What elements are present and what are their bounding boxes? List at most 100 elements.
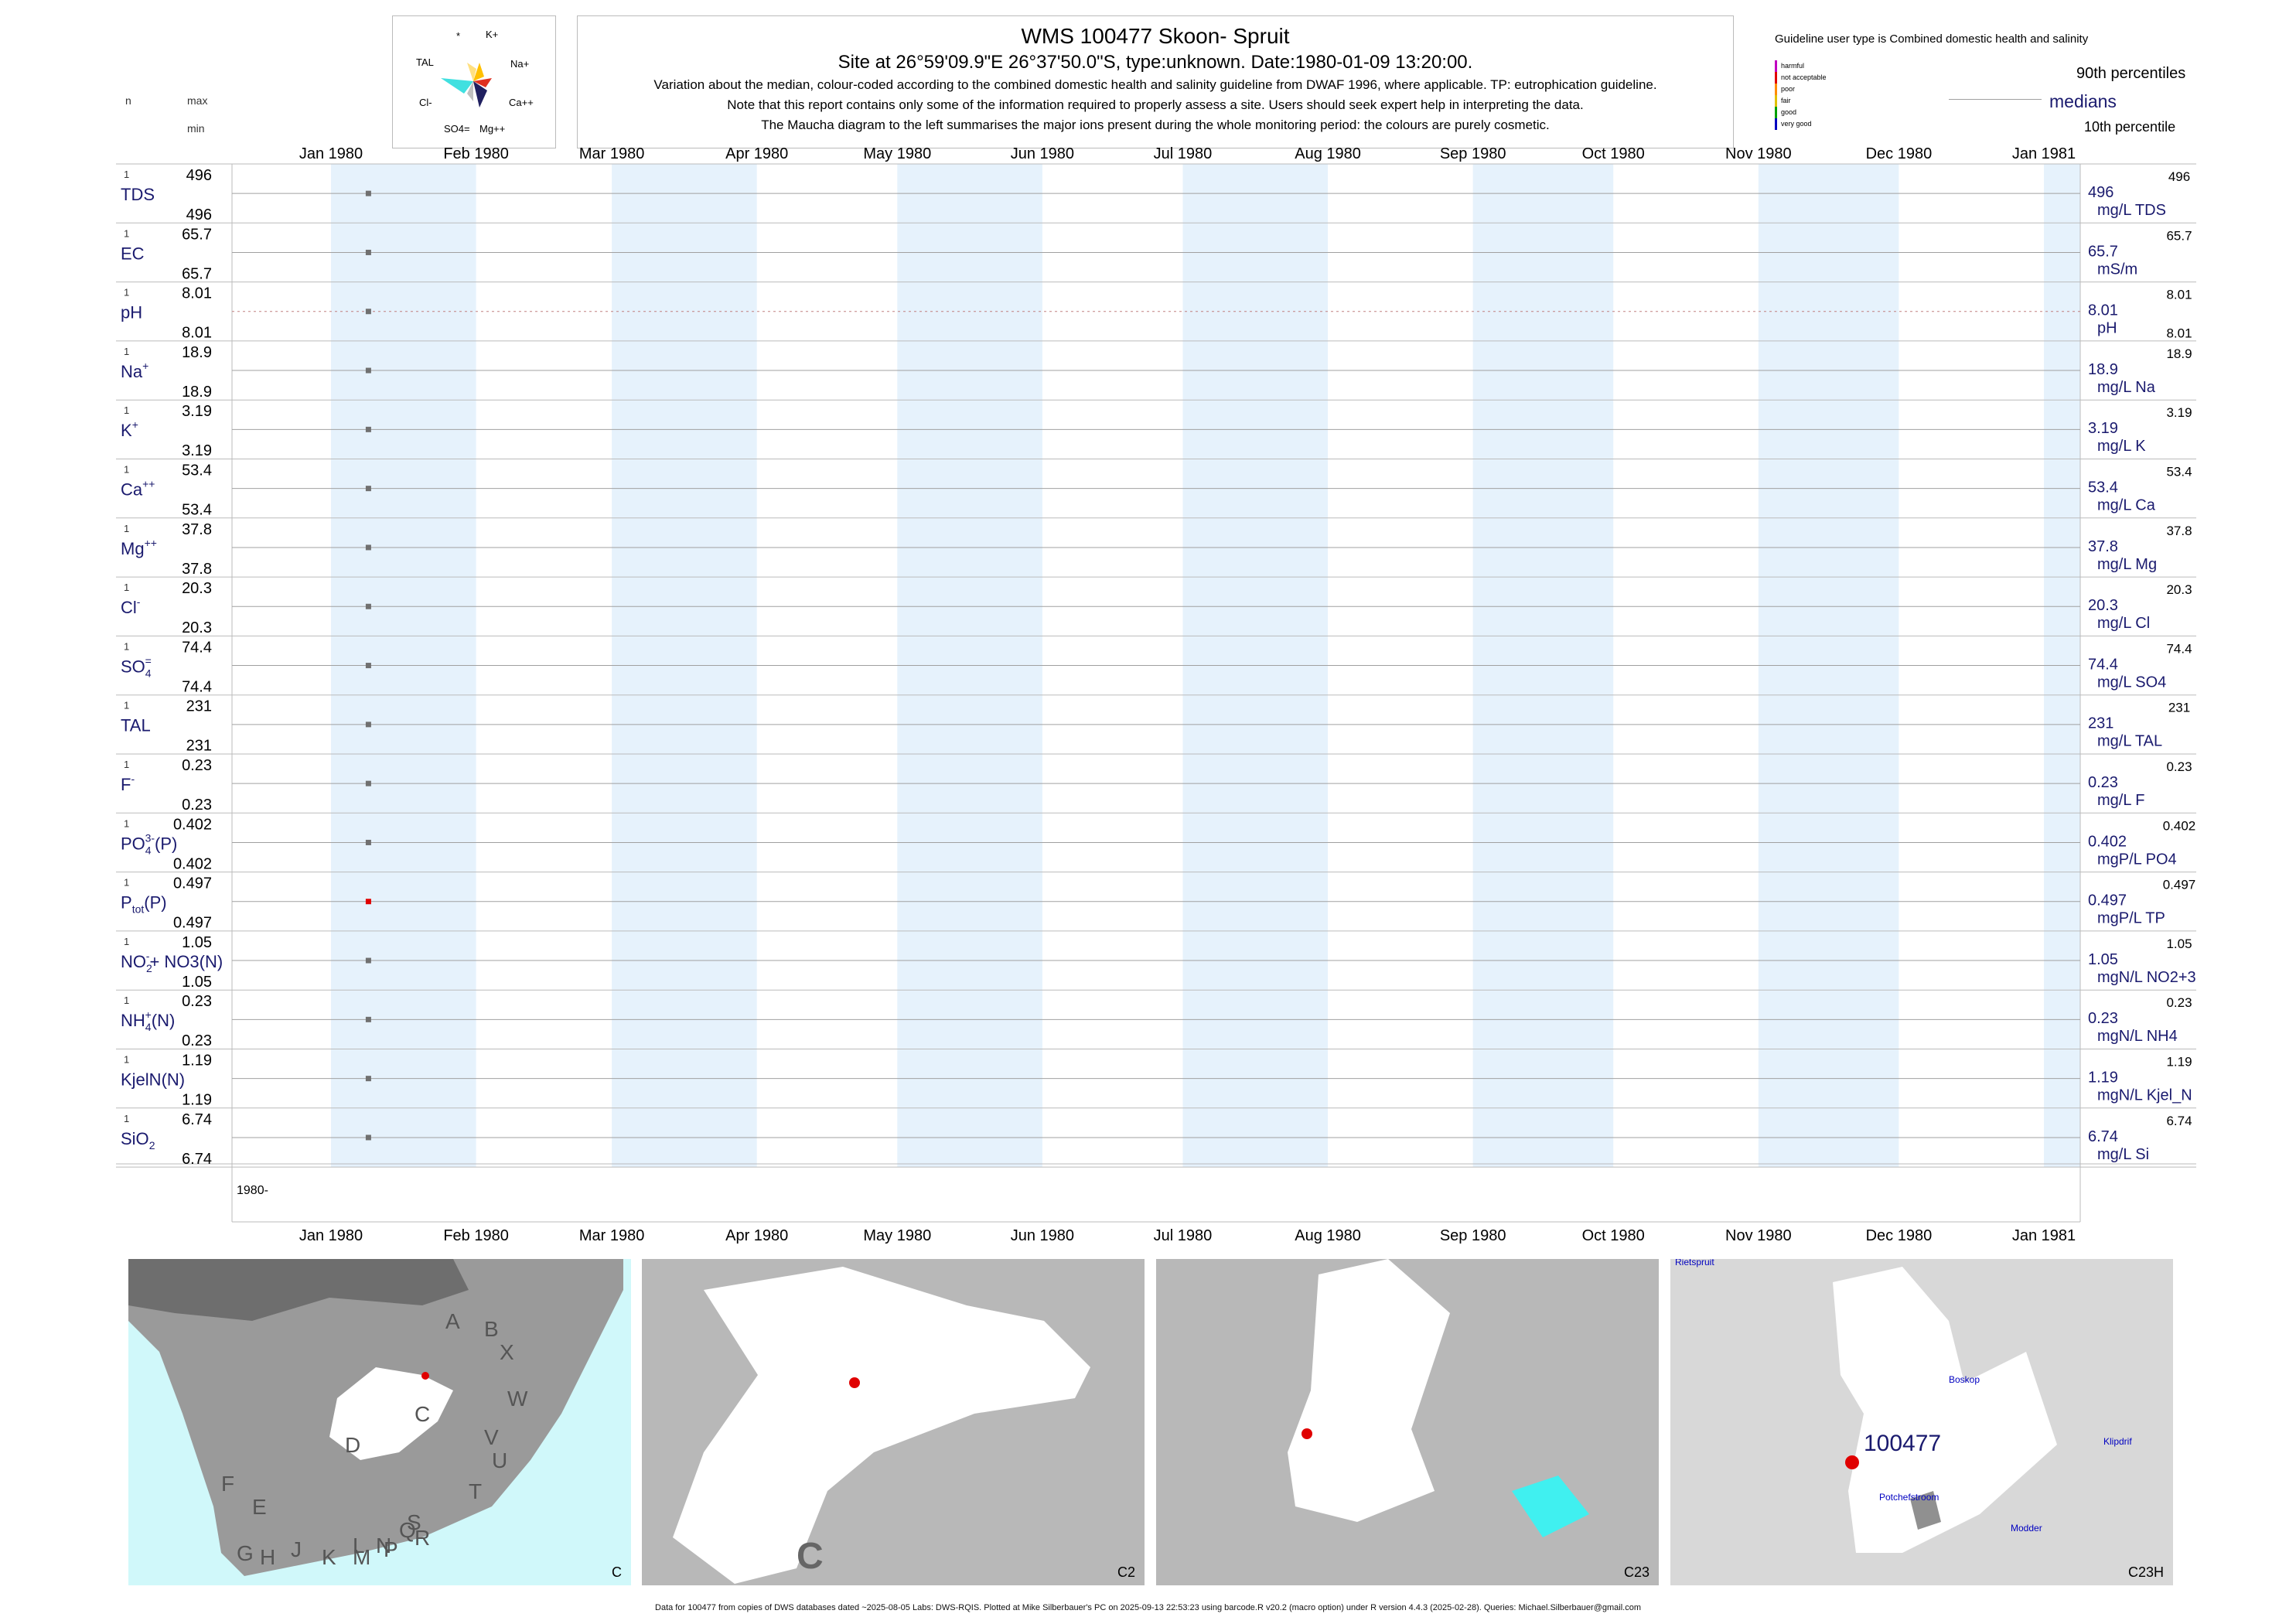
variable-label-15: KjelN(N) bbox=[121, 1070, 185, 1090]
unit-label-11: mgP/L PO4 bbox=[2097, 851, 2177, 868]
median-value-16: 6.74 bbox=[2088, 1128, 2118, 1145]
map-place-boskop: Boskop bbox=[1949, 1374, 1980, 1385]
data-point-6 bbox=[365, 544, 371, 551]
legend-p90: 90th percentiles bbox=[2076, 65, 2186, 82]
map-region-a: A bbox=[445, 1309, 460, 1333]
x-tick-bottom-3: Apr 1980 bbox=[725, 1227, 788, 1244]
variable-label-13: NO2-+ NO3(N) bbox=[121, 950, 223, 974]
legend-category-1: not acceptable bbox=[1775, 72, 1827, 84]
map-sa-site-marker bbox=[421, 1372, 429, 1380]
map-panel-c23h: 100477 Rietspruit Boskop Klipdrif Potche… bbox=[1670, 1259, 2173, 1585]
x-tick-bottom-7: Aug 1980 bbox=[1295, 1227, 1361, 1244]
year-label: 1980- bbox=[237, 1184, 268, 1197]
x-tick-bottom-9: Oct 1980 bbox=[1582, 1227, 1645, 1244]
data-point-14 bbox=[365, 1016, 371, 1022]
legend-medians: medians bbox=[2049, 91, 2117, 111]
n-count-7: 1 bbox=[124, 582, 129, 593]
map-region-e: E bbox=[252, 1495, 267, 1519]
median-value-1: 65.7 bbox=[2088, 243, 2118, 260]
legend-category-label: very good bbox=[1781, 120, 1812, 128]
data-point-9 bbox=[365, 722, 371, 728]
max-value-12: 0.497 bbox=[173, 875, 212, 892]
p90-value-6: 37.8 bbox=[2166, 524, 2192, 538]
map-region-q: Q bbox=[399, 1518, 416, 1542]
map-region-k: K bbox=[322, 1545, 336, 1569]
data-point-4 bbox=[365, 426, 371, 432]
p90-value-2: 8.01 bbox=[2166, 288, 2192, 302]
min-value-5: 53.4 bbox=[182, 502, 212, 519]
n-count-2: 1 bbox=[124, 287, 129, 299]
x-tick-bottom-10: Nov 1980 bbox=[1725, 1227, 1792, 1244]
maucha-k-sector bbox=[467, 63, 476, 81]
map-region-v: V bbox=[484, 1425, 499, 1449]
min-value-1: 65.7 bbox=[182, 265, 212, 282]
variable-label-7: Cl- bbox=[121, 595, 141, 617]
map-region-p: P bbox=[384, 1537, 398, 1561]
max-value-6: 37.8 bbox=[182, 521, 212, 538]
map-region-b: B bbox=[484, 1317, 499, 1341]
n-count-8: 1 bbox=[124, 640, 129, 652]
maucha-label-na: Na+ bbox=[510, 58, 529, 70]
min-value-16: 6.74 bbox=[182, 1151, 212, 1168]
map-region-w: W bbox=[507, 1387, 528, 1411]
min-value-4: 3.19 bbox=[182, 442, 212, 459]
p90-value-13: 1.05 bbox=[2166, 937, 2192, 951]
map-c23-label: C23 bbox=[1623, 1564, 1650, 1580]
maucha-diagram: * K+ TAL Na+ Cl- Ca++ SO4= Mg++ bbox=[392, 15, 556, 148]
min-value-7: 20.3 bbox=[182, 619, 212, 636]
map-region-h: H bbox=[260, 1545, 275, 1569]
col-n-label: n bbox=[125, 94, 131, 107]
median-value-14: 0.23 bbox=[2088, 1010, 2118, 1027]
legend-swatch bbox=[1775, 72, 1777, 84]
n-count-9: 1 bbox=[124, 700, 129, 711]
median-value-10: 0.23 bbox=[2088, 774, 2118, 791]
map-panel-c23: C23 bbox=[1156, 1259, 1659, 1585]
p90-value-8: 74.4 bbox=[2166, 641, 2192, 656]
water-quality-chart: Jan 1980 Jan 1980 Feb 1980 Feb 1980 Mar 1980… bbox=[116, 145, 2196, 1244]
max-value-16: 6.74 bbox=[182, 1111, 212, 1128]
maucha-label-cl: Cl- bbox=[419, 97, 432, 108]
note-line-2: Note that this report contains only some… bbox=[727, 97, 1584, 112]
max-value-4: 3.19 bbox=[182, 403, 212, 420]
x-tick-bottom-12: Jan 1981 bbox=[2012, 1227, 2076, 1244]
x-tick-top-1: Feb 1980 bbox=[443, 145, 509, 162]
min-value-10: 0.23 bbox=[182, 797, 212, 814]
n-count-0: 1 bbox=[124, 169, 129, 180]
median-value-11: 0.402 bbox=[2088, 833, 2127, 850]
unit-label-7: mg/L Cl bbox=[2097, 615, 2150, 632]
maucha-label-mg: Mg++ bbox=[479, 123, 505, 135]
legend-category-3: fair bbox=[1775, 95, 1827, 107]
max-value-15: 1.19 bbox=[182, 1053, 212, 1070]
site-info: Site at 26°59'09.9"E 26°37'50.0"S, type:… bbox=[838, 52, 1473, 73]
min-value-8: 74.4 bbox=[182, 678, 212, 695]
p90-value-1: 65.7 bbox=[2166, 228, 2192, 243]
median-value-15: 1.19 bbox=[2088, 1070, 2118, 1087]
maucha-label-ca: Ca++ bbox=[509, 97, 534, 108]
min-value-12: 0.497 bbox=[173, 915, 212, 932]
map-sa-label: C bbox=[612, 1564, 622, 1580]
unit-label-16: mg/L Si bbox=[2097, 1146, 2149, 1163]
map-sa-north bbox=[128, 1259, 469, 1321]
min-value-2: 8.01 bbox=[182, 325, 212, 342]
x-tick-top-7: Aug 1980 bbox=[1295, 145, 1361, 162]
legend-swatch bbox=[1775, 95, 1777, 107]
max-value-8: 74.4 bbox=[182, 639, 212, 656]
unit-label-5: mg/L Ca bbox=[2097, 497, 2156, 514]
data-point-7 bbox=[365, 603, 371, 609]
guideline-categories: harmful not acceptable poor fair good very go… bbox=[1775, 60, 1827, 130]
legend-swatch bbox=[1775, 84, 1777, 95]
variable-label-11: PO43-(P) bbox=[121, 831, 177, 856]
unit-label-4: mg/L K bbox=[2097, 438, 2146, 455]
maucha-label-tal: TAL bbox=[416, 56, 434, 68]
max-value-14: 0.23 bbox=[182, 993, 212, 1010]
median-value-6: 37.8 bbox=[2088, 538, 2118, 555]
x-tick-top-4: May 1980 bbox=[863, 145, 931, 162]
median-value-8: 74.4 bbox=[2088, 656, 2118, 673]
legend-category-label: fair bbox=[1781, 97, 1791, 104]
unit-label-14: mgN/L NH4 bbox=[2097, 1028, 2178, 1045]
min-value-9: 231 bbox=[186, 738, 212, 755]
data-point-12 bbox=[365, 899, 371, 905]
min-value-0: 496 bbox=[186, 206, 212, 223]
map-c2-site-marker bbox=[849, 1377, 860, 1388]
